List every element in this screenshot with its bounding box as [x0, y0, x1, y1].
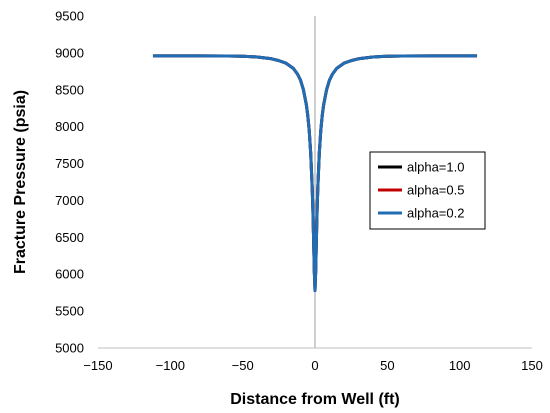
y-axis-title: Fracture Pressure (psia)	[12, 90, 29, 274]
x-tick-label: 100	[449, 358, 471, 373]
y-tick-label: 8000	[55, 119, 84, 134]
y-tick-label: 7500	[55, 156, 84, 171]
y-tick-label: 6500	[55, 230, 84, 245]
y-tick-label: 5500	[55, 304, 84, 319]
legend-entry: alpha=1.0	[407, 160, 464, 175]
y-tick-label: 8500	[55, 82, 84, 97]
series-lines	[152, 54, 478, 292]
x-axis-title: Distance from Well (ft)	[230, 391, 400, 408]
legend-entry: alpha=0.5	[407, 183, 464, 198]
series-line	[152, 54, 478, 292]
y-tick-label: 6000	[55, 267, 84, 282]
y-tick-label: 5000	[55, 341, 84, 356]
x-tick-label: 50	[380, 358, 394, 373]
y-tick-label: 7000	[55, 193, 84, 208]
x-tick-label: 0	[311, 358, 318, 373]
x-tick-label: −150	[83, 358, 112, 373]
x-tick-labels: −150 −100 −50 0 50 100 150	[83, 358, 543, 373]
legend-entry: alpha=0.2	[407, 206, 464, 221]
y-tick-label: 9000	[55, 45, 84, 60]
legend: alpha=1.0 alpha=0.5 alpha=0.2	[369, 151, 486, 230]
y-tick-labels: 5000 5500 6000 6500 7000 7500 8000 8500 9000 9500	[55, 9, 84, 356]
x-tick-label: 150	[521, 358, 543, 373]
x-tick-label: −50	[232, 358, 254, 373]
plot-area: −150 −100 −50 0 50 100 150 5000 5500 6000 6500 700…	[55, 9, 543, 374]
y-tick-label: 9500	[55, 9, 84, 24]
x-tick-label: −100	[156, 358, 185, 373]
